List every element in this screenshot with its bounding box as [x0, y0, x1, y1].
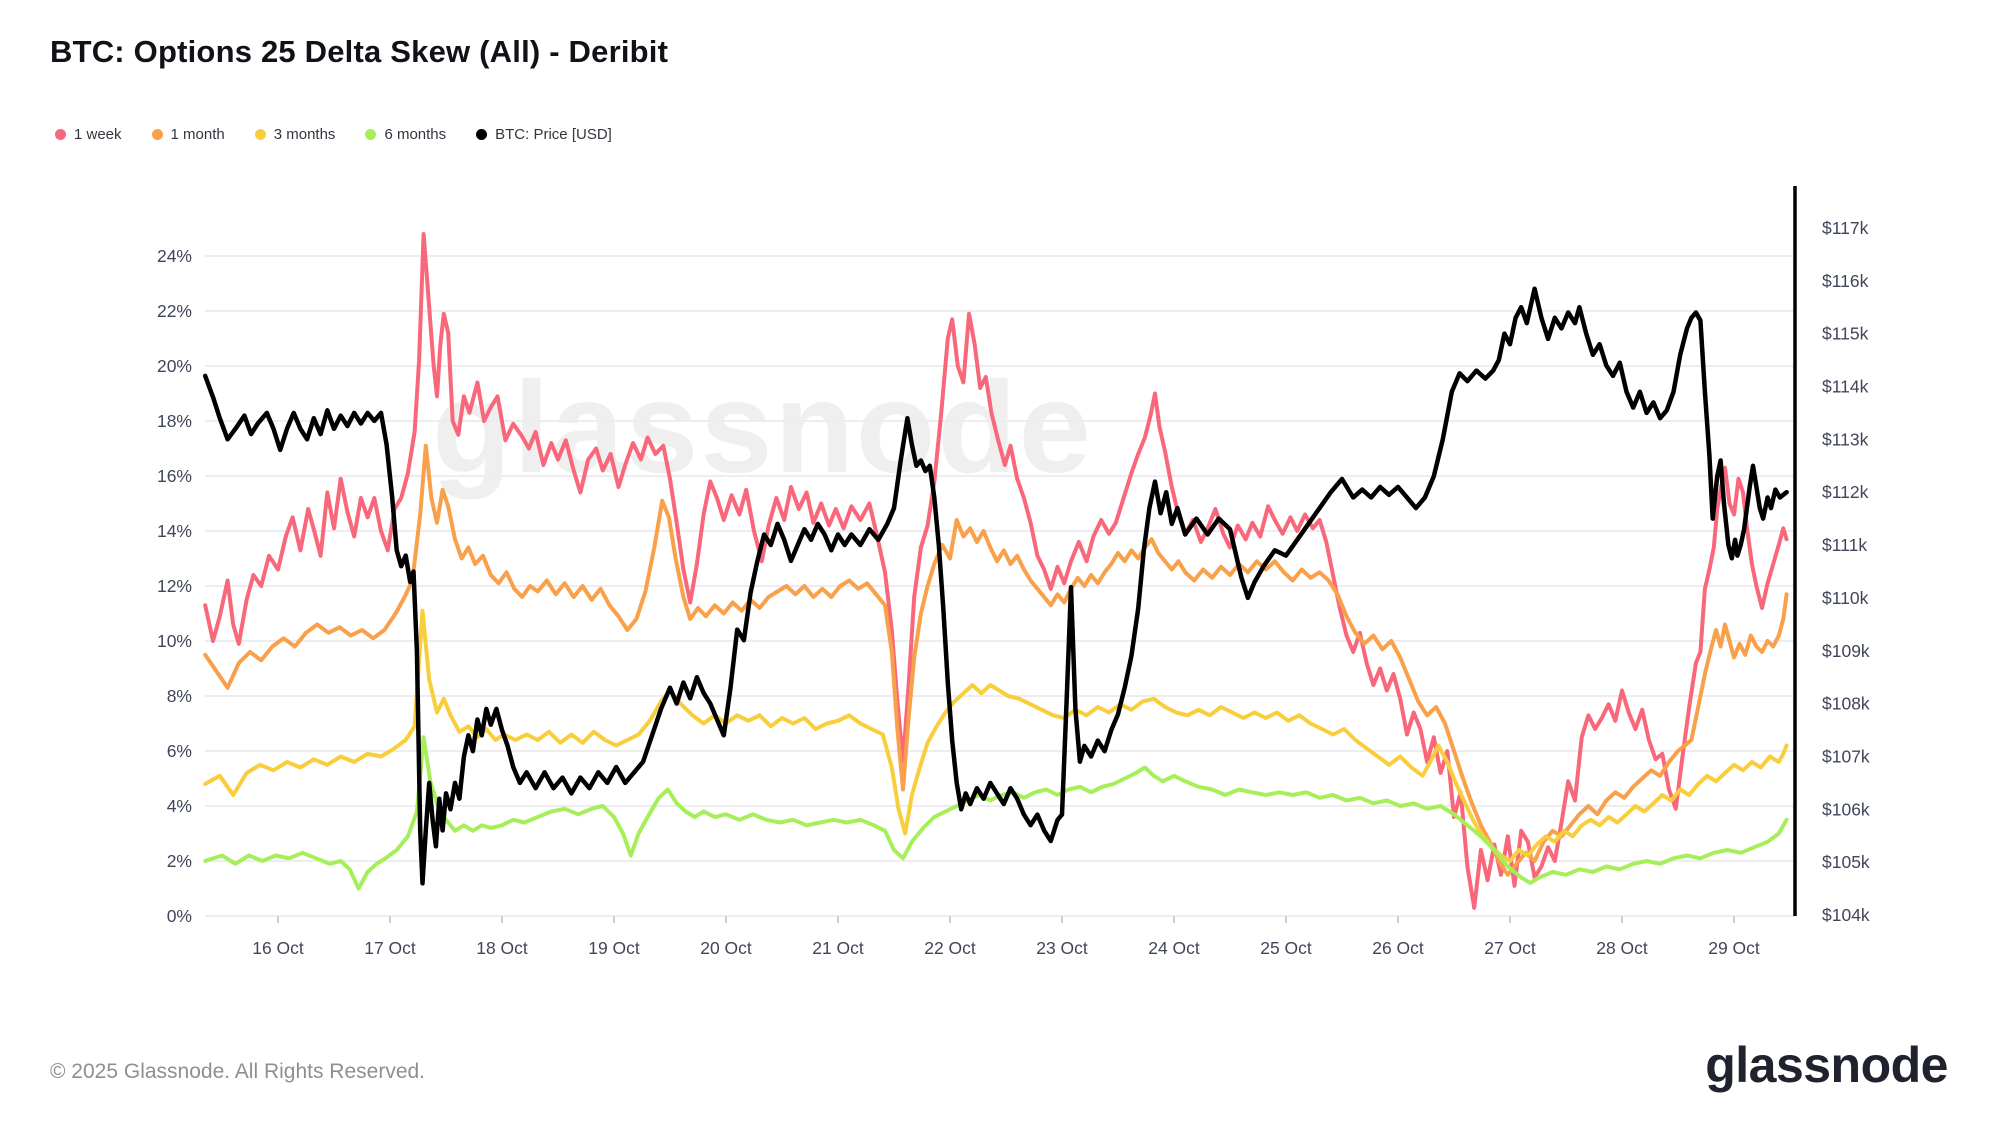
legend-item-label: 6 months — [384, 126, 447, 143]
right-axis-label: $112k — [1822, 482, 1869, 502]
left-axis-label: 6% — [167, 741, 192, 761]
right-axis-label: $105k — [1822, 852, 1870, 872]
left-axis-label: 22% — [157, 301, 192, 321]
left-axis-label: 0% — [167, 906, 192, 926]
x-axis-label: 25 Oct — [1260, 938, 1312, 958]
legend-item-btc-price[interactable]: BTC: Price [USD] — [476, 126, 612, 143]
x-axis-label: 23 Oct — [1036, 938, 1088, 958]
series-color-dot — [365, 129, 377, 140]
left-axis-label: 10% — [157, 631, 192, 651]
right-axis-label: $107k — [1822, 746, 1870, 766]
legend-item-6-months[interactable]: 6 months — [365, 126, 446, 143]
glassnode-logo: glassnode — [1705, 1037, 1948, 1093]
legend-item-1-week[interactable]: 1 week — [55, 126, 122, 143]
series-color-dot — [254, 129, 266, 140]
series-3-months — [203, 608, 1789, 863]
right-axis-label: $108k — [1822, 694, 1870, 714]
right-axis-label: $109k — [1822, 641, 1870, 661]
right-axis-label: $113k — [1822, 429, 1869, 449]
legend-item-label: 1 month — [170, 126, 225, 143]
x-axis-label: 16 Oct — [252, 938, 304, 958]
right-axis-label: $117k — [1822, 218, 1869, 238]
left-axis-label: 16% — [157, 466, 192, 486]
series-color-dot — [55, 129, 66, 140]
x-axis-label: 27 Oct — [1484, 938, 1536, 958]
x-axis-label: 18 Oct — [476, 938, 528, 958]
right-axis-label: $110k — [1822, 588, 1869, 608]
legend-item-label: BTC: Price [USD] — [495, 126, 612, 143]
series-color-dot — [476, 129, 488, 140]
left-axis-label: 14% — [157, 521, 192, 541]
right-axis-label: $115k — [1822, 324, 1869, 344]
x-axis-label: 17 Oct — [364, 938, 416, 958]
right-axis-label: $116k — [1822, 271, 1869, 291]
series-legend: 1 week 1 month 3 months 6 months BTC: Pr… — [55, 126, 612, 143]
x-axis-label: 22 Oct — [924, 938, 976, 958]
copyright-text: © 2025 Glassnode. All Rights Reserved. — [50, 1060, 426, 1083]
series-color-dot — [151, 129, 163, 140]
left-axis-label: 2% — [167, 851, 192, 871]
right-axis-label: $106k — [1822, 799, 1870, 819]
legend-item-label: 3 months — [273, 126, 336, 143]
x-axis-label: 26 Oct — [1372, 938, 1424, 958]
series-1-week — [203, 232, 1789, 910]
left-axis-label: 12% — [157, 576, 192, 596]
x-axis-label: 29 Oct — [1708, 938, 1760, 958]
x-axis-label: 19 Oct — [588, 938, 640, 958]
x-axis-label: 21 Oct — [812, 938, 864, 958]
left-axis-label: 24% — [157, 246, 192, 266]
right-axis-label: $111k — [1822, 535, 1867, 555]
left-axis-label: 4% — [167, 796, 192, 816]
x-axis-label: 20 Oct — [700, 938, 752, 958]
left-axis-label: 20% — [157, 356, 192, 376]
left-axis-label: 18% — [157, 411, 192, 431]
legend-item-label: 1 week — [74, 126, 122, 143]
x-axis-label: 24 Oct — [1148, 938, 1200, 958]
x-axis-label: 28 Oct — [1596, 938, 1648, 958]
page-title: BTC: Options 25 Delta Skew (All) - Derib… — [50, 34, 669, 69]
right-axis-label: $114k — [1822, 377, 1869, 397]
left-axis-label: 8% — [167, 686, 192, 706]
right-axis-label: $104k — [1822, 905, 1870, 925]
series-6-months — [203, 735, 1789, 891]
legend-item-1-month[interactable]: 1 month — [151, 126, 225, 143]
legend-item-3-months[interactable]: 3 months — [254, 126, 336, 143]
series-btc-price-usd- — [202, 286, 1789, 886]
